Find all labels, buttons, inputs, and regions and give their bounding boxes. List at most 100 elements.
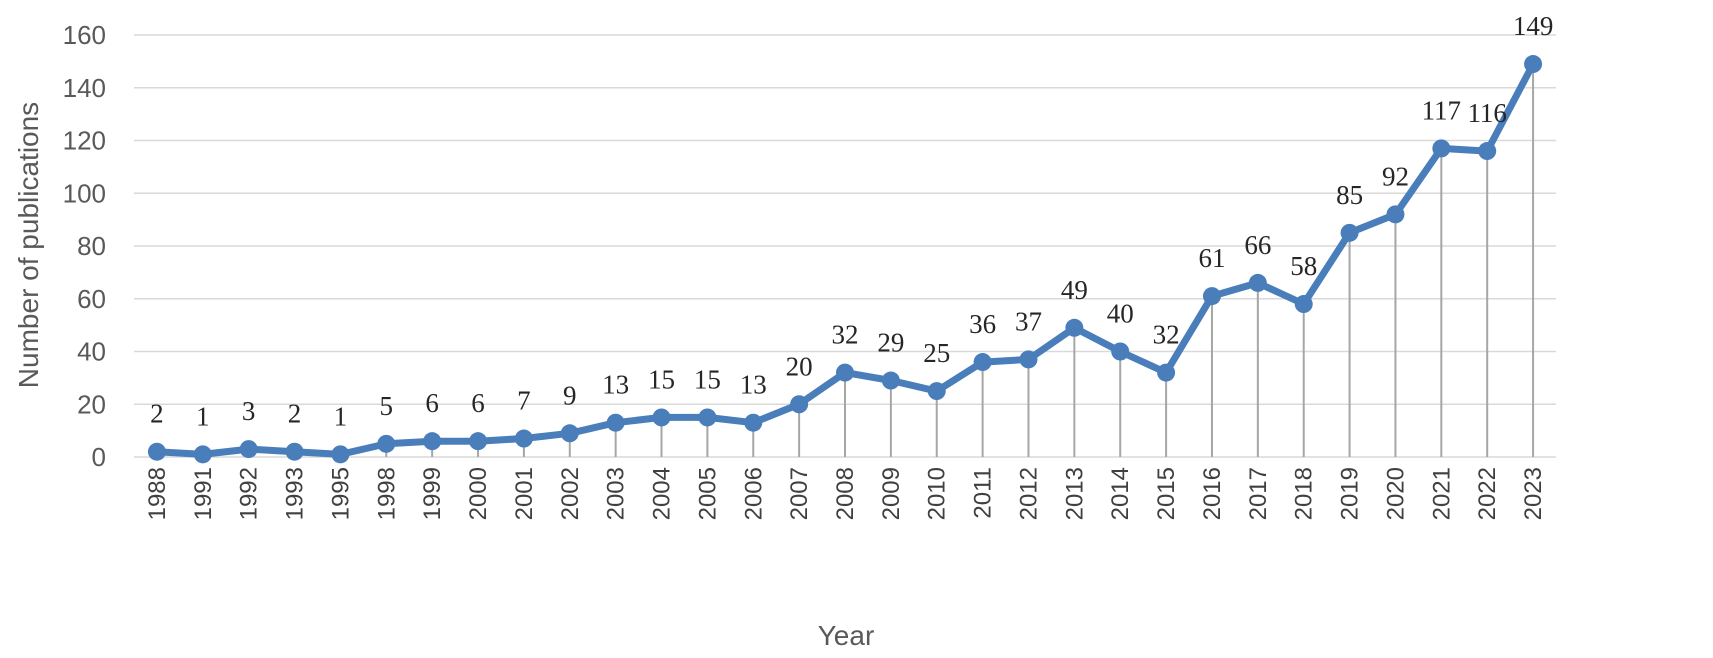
x-tick-label: 2012 [1015, 467, 1042, 520]
data-label: 1 [334, 401, 348, 431]
y-axis-ticks: 0 20 40 60 80 100 120 140 160 [63, 20, 106, 472]
data-label: 37 [1015, 306, 1042, 336]
data-label: 9 [563, 380, 577, 410]
data-point [1432, 139, 1451, 158]
data-label: 6 [471, 388, 485, 418]
x-tick-label: 2022 [1474, 467, 1501, 520]
x-tick-label: 1988 [144, 467, 171, 520]
data-point [423, 432, 442, 451]
data-point [881, 371, 900, 390]
x-tick-label: 2013 [1061, 467, 1088, 520]
x-tick-label: 2004 [649, 467, 676, 520]
data-point [1386, 205, 1405, 224]
y-tick-label: 100 [63, 178, 106, 208]
y-tick-label: 140 [63, 73, 106, 103]
x-tick-label: 2018 [1291, 467, 1318, 520]
data-point [1202, 287, 1221, 306]
data-point [1111, 342, 1130, 361]
x-tick-label: 2000 [465, 467, 492, 520]
data-label: 61 [1198, 243, 1225, 273]
y-axis-label: Number of publications [13, 102, 44, 388]
data-label: 2 [288, 399, 302, 429]
data-point [239, 440, 258, 459]
data-label: 58 [1290, 251, 1317, 281]
data-point [560, 424, 579, 443]
data-label: 32 [1153, 320, 1180, 350]
x-tick-label: 1992 [236, 467, 263, 520]
data-label: 2 [150, 399, 164, 429]
data-label: 49 [1061, 275, 1088, 305]
data-point [1478, 142, 1497, 161]
data-label: 25 [923, 338, 950, 368]
x-tick-label: 2014 [1107, 467, 1134, 520]
data-point [744, 413, 763, 432]
y-tick-label: 60 [77, 284, 106, 314]
y-tick-label: 120 [63, 126, 106, 156]
x-tick-label: 2011 [970, 467, 997, 519]
data-point [927, 382, 946, 401]
data-label: 85 [1336, 180, 1363, 210]
x-tick-label: 2002 [557, 467, 584, 520]
x-tick-label: 2007 [786, 467, 813, 520]
x-tick-label: 2017 [1245, 467, 1272, 520]
data-point [652, 408, 671, 427]
data-label: 13 [602, 370, 629, 400]
data-point [147, 442, 166, 461]
data-point [1294, 295, 1313, 314]
x-axis-label: Year [818, 620, 875, 651]
data-label: 20 [786, 351, 813, 381]
data-label: 7 [517, 386, 531, 416]
x-tick-label: 1995 [327, 467, 354, 520]
data-point [469, 432, 488, 451]
x-tick-label: 2023 [1520, 467, 1547, 520]
x-tick-label: 2006 [740, 467, 767, 520]
data-label: 15 [648, 364, 675, 394]
y-tick-label: 40 [77, 337, 106, 367]
data-label: 1 [196, 401, 210, 431]
data-label: 29 [877, 328, 904, 358]
x-tick-label: 2001 [511, 467, 538, 520]
data-point [193, 445, 212, 464]
data-label: 15 [694, 364, 721, 394]
x-tick-label: 1998 [373, 467, 400, 520]
data-label: 149 [1513, 11, 1554, 41]
drop-lines [155, 64, 1535, 457]
data-label: 13 [740, 370, 767, 400]
data-point [514, 429, 533, 448]
x-tick-label: 2009 [878, 467, 905, 520]
y-tick-label: 20 [77, 389, 106, 419]
x-tick-label: 2005 [694, 467, 721, 520]
x-tick-label: 2008 [832, 467, 859, 520]
data-point [1524, 55, 1543, 74]
x-axis-ticks: 1988 1991 1992 1993 1995 1998 1999 2000 2001 2002… [144, 467, 1547, 520]
data-point [1019, 350, 1038, 369]
y-tick-label: 160 [63, 20, 106, 50]
x-tick-label: 1991 [190, 467, 217, 520]
data-label: 40 [1107, 299, 1134, 329]
data-label: 66 [1244, 230, 1271, 260]
data-label: 36 [969, 309, 996, 339]
data-label: 3 [242, 396, 256, 426]
data-point [790, 395, 809, 414]
x-tick-label: 2016 [1199, 467, 1226, 520]
x-tick-label: 2021 [1428, 467, 1455, 520]
x-tick-label: 2010 [924, 467, 951, 520]
gridlines [134, 34, 1556, 458]
data-point [606, 413, 625, 432]
data-point [1340, 223, 1359, 242]
y-tick-label: 80 [77, 231, 106, 261]
x-tick-label: 2015 [1153, 467, 1180, 520]
data-point [1157, 363, 1176, 382]
y-tick-label: 0 [92, 442, 106, 472]
data-label: 5 [380, 391, 394, 421]
data-label: 32 [832, 320, 859, 350]
data-point [1065, 318, 1084, 337]
data-label: 6 [425, 388, 439, 418]
data-point [973, 353, 992, 372]
data-label: 92 [1382, 161, 1409, 191]
series [147, 55, 1543, 464]
data-point [377, 434, 396, 453]
data-point [331, 445, 350, 464]
